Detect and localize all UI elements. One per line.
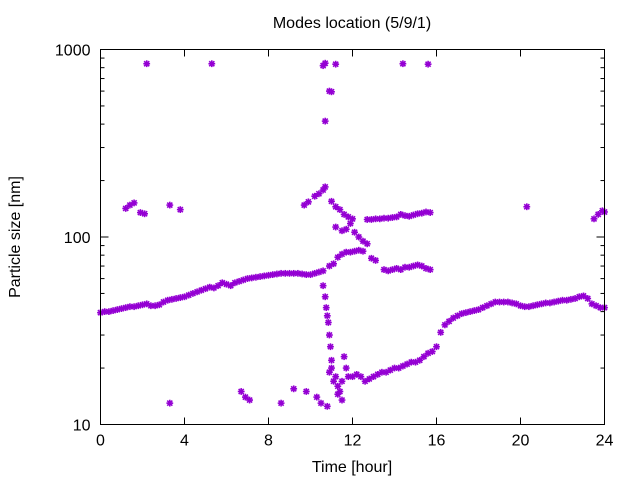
y-axis-label: Particle size [nm] <box>7 176 24 298</box>
data-point <box>214 282 222 290</box>
data-point <box>433 343 440 351</box>
y-tick-label: 100 <box>64 230 91 247</box>
data-point <box>359 237 367 245</box>
data-point <box>332 223 340 231</box>
data-point <box>317 399 325 407</box>
data-point <box>437 328 445 336</box>
data-point <box>321 117 329 125</box>
data-point <box>313 393 321 401</box>
data-point <box>290 385 298 393</box>
data-point <box>321 59 329 67</box>
x-tick-label: 24 <box>596 433 614 450</box>
data-point <box>330 260 337 268</box>
data-point <box>327 343 334 351</box>
data-point <box>302 388 310 395</box>
data-point <box>349 215 356 223</box>
data-point <box>237 388 245 395</box>
data-point <box>424 60 432 68</box>
data-point <box>523 203 531 211</box>
x-tick-label: 8 <box>264 433 273 450</box>
y-tick-label: 1000 <box>55 43 91 60</box>
data-point <box>426 209 434 216</box>
x-axis-label: Time [hour] <box>312 459 392 476</box>
data-point <box>590 215 598 223</box>
data-point <box>338 396 346 404</box>
data-point <box>319 282 327 290</box>
data-point <box>357 373 365 381</box>
data-point <box>359 247 367 255</box>
data-point <box>393 213 400 221</box>
data-point <box>166 201 174 209</box>
data-point <box>176 206 184 214</box>
data-point <box>143 60 151 68</box>
data-point <box>326 331 333 339</box>
chart-title: Modes location (5/9/1) <box>273 15 431 32</box>
data-point <box>319 267 327 275</box>
data-point <box>584 295 592 302</box>
data-point <box>332 60 340 68</box>
axis-ticks: 0 4 8 12 16 20 24 10 100 1000 <box>55 43 614 450</box>
data-point <box>399 60 407 68</box>
data-point <box>328 88 335 96</box>
data-point <box>336 206 344 214</box>
data-point <box>330 377 337 385</box>
data-point <box>321 183 329 191</box>
data-point <box>342 225 350 233</box>
data-point <box>328 356 335 364</box>
data-point <box>342 364 350 372</box>
data-point <box>130 199 138 207</box>
data-point <box>227 282 235 290</box>
data-point <box>426 266 434 274</box>
data-point <box>372 257 379 264</box>
data-point <box>323 312 331 320</box>
data-point <box>141 210 148 218</box>
data-point <box>321 293 329 301</box>
data-point <box>328 197 335 205</box>
x-tick-label: 12 <box>344 433 362 450</box>
data-point <box>208 60 216 68</box>
data-point <box>323 402 331 410</box>
data-point <box>363 240 371 248</box>
data-point <box>322 304 330 312</box>
x-tick-label: 16 <box>428 433 446 450</box>
data-point <box>246 396 253 404</box>
data-point <box>351 228 358 236</box>
x-tick-label: 4 <box>180 433 189 450</box>
data-point <box>441 321 449 329</box>
data-point <box>340 353 348 361</box>
data-points <box>97 59 608 410</box>
x-tick-label: 20 <box>512 433 530 450</box>
data-point <box>324 319 332 326</box>
data-point <box>326 262 333 270</box>
data-point <box>277 399 285 407</box>
x-tick-label: 0 <box>96 433 105 450</box>
data-point <box>326 368 333 376</box>
data-point <box>239 276 247 284</box>
y-tick-label: 10 <box>73 418 91 435</box>
data-point <box>338 377 346 385</box>
data-point <box>428 348 436 355</box>
plot-frame <box>100 49 605 425</box>
data-point <box>305 198 312 206</box>
data-point <box>166 399 174 407</box>
data-point <box>336 388 344 395</box>
data-point <box>374 371 382 378</box>
data-point <box>332 373 340 381</box>
